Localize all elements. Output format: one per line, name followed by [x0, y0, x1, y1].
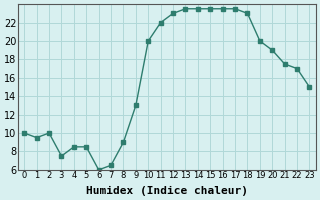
- X-axis label: Humidex (Indice chaleur): Humidex (Indice chaleur): [86, 186, 248, 196]
